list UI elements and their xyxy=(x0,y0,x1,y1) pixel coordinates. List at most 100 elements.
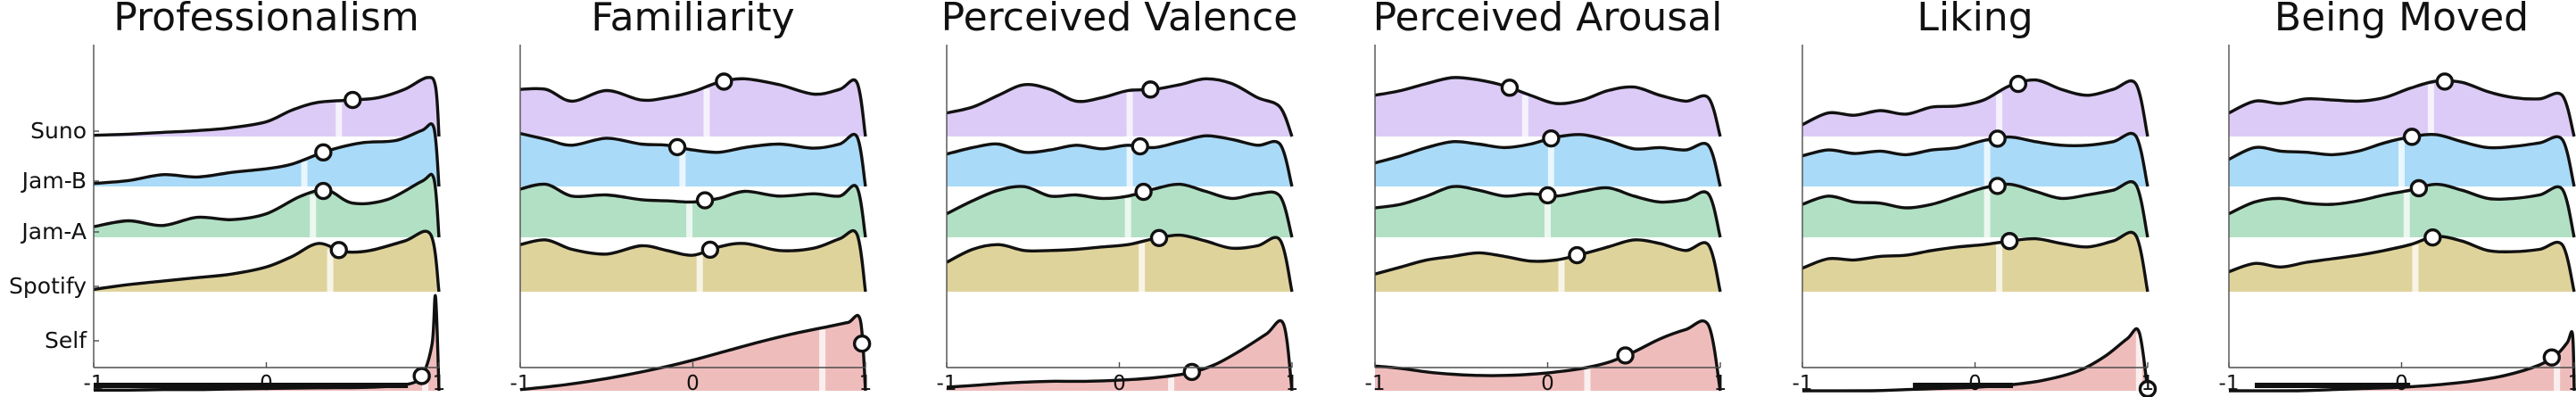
density-fill xyxy=(947,235,1292,292)
ridge-suno xyxy=(946,77,1294,137)
y-tick-label: Jam-B xyxy=(21,168,87,194)
x-tick-label: -1 xyxy=(937,372,957,395)
x-tick-label: -1 xyxy=(510,372,531,395)
density-outline xyxy=(1802,179,2149,238)
mean-marker xyxy=(2409,178,2429,198)
density-fill xyxy=(94,231,439,292)
ridge-suno xyxy=(93,76,441,137)
mean-marker xyxy=(695,191,715,210)
x-tick-label: 0 xyxy=(1113,372,1126,395)
mean-marker xyxy=(329,241,348,260)
mean-marker xyxy=(1988,129,2007,148)
density-fill xyxy=(94,77,439,136)
density-outline xyxy=(1802,78,2149,137)
ridge-jam-a xyxy=(93,172,441,238)
x-tick-label: 0 xyxy=(1968,372,1982,395)
ridge-suno xyxy=(2228,72,2576,137)
ridge-self xyxy=(519,313,872,392)
x-tick-label: -1 xyxy=(2219,372,2240,395)
mean-marker xyxy=(715,72,733,91)
mean-marker xyxy=(2542,348,2562,367)
ridge-jam-a xyxy=(946,182,1294,238)
ridge-self xyxy=(2228,330,2576,393)
density-fill xyxy=(947,79,1292,136)
x-tick-label: 0 xyxy=(2395,372,2408,395)
mean-marker xyxy=(314,143,333,162)
ridge-spotify xyxy=(1374,238,1722,293)
ridge-jam-a xyxy=(2228,178,2576,238)
ridge-self xyxy=(1374,319,1722,392)
ridge-spotify xyxy=(519,228,867,293)
y-tick-label: Self xyxy=(45,327,87,353)
density-fill xyxy=(1802,232,2148,292)
density-outline xyxy=(1802,230,2149,293)
density-outline xyxy=(946,134,1294,187)
ridge-jam-b xyxy=(93,122,441,187)
density-fill xyxy=(1375,320,1720,391)
mean-marker xyxy=(344,90,362,110)
density-outline xyxy=(2228,79,2576,137)
ridge-jam-b xyxy=(946,134,1294,187)
mean-marker xyxy=(1542,128,1561,148)
density-fill xyxy=(520,230,866,292)
density-fill xyxy=(1375,134,1720,186)
density-fill xyxy=(947,136,1292,186)
ridge-suno xyxy=(1374,76,1722,137)
density-outline xyxy=(1802,327,2149,393)
mean-marker xyxy=(1988,177,2007,195)
x-tick-label: 0 xyxy=(686,372,700,395)
x-tick-label: -1 xyxy=(84,372,104,395)
density-outline xyxy=(946,182,1294,238)
density-outline xyxy=(1374,319,1722,392)
mean-marker xyxy=(2435,72,2455,91)
density-outline xyxy=(946,77,1294,137)
density-fill xyxy=(1375,77,1720,136)
mean-marker xyxy=(1500,79,1520,97)
ridge-self xyxy=(946,318,1294,392)
mean-marker xyxy=(2009,74,2028,94)
density-outline xyxy=(93,122,441,187)
density-fill xyxy=(1802,328,2148,392)
y-tick-label: Suno xyxy=(30,118,87,144)
density-fill xyxy=(94,123,439,186)
ridge-jam-a xyxy=(1374,185,1722,238)
panel-title: Liking xyxy=(1917,0,2033,40)
density-outline xyxy=(519,313,867,392)
mean-marker xyxy=(412,367,431,385)
ridge-suno xyxy=(1802,74,2149,137)
density-fill xyxy=(947,320,1292,391)
x-tick-label: 1 xyxy=(2568,372,2576,395)
x-tick-label: 1 xyxy=(2141,372,2155,395)
panel-title: Perceived Valence xyxy=(941,0,1298,40)
ridge-suno xyxy=(519,72,867,137)
density-outline xyxy=(519,131,867,187)
mean-marker xyxy=(2402,128,2422,146)
panel-professionalism: Professionalism -1 0 1 Suno Jam-B Jam-A Spotify… xyxy=(9,0,445,395)
density-outline xyxy=(519,77,867,137)
ridge-self xyxy=(93,294,441,393)
y-tick-label: Spotify xyxy=(9,273,87,299)
density-fill xyxy=(2229,80,2574,136)
density-fill xyxy=(520,184,866,237)
density-outline xyxy=(946,233,1294,293)
panel-title: Familiarity xyxy=(591,0,794,40)
density-outline xyxy=(93,172,441,238)
panel-perceived-valence: Perceived Valence -1 0 1 xyxy=(937,0,1299,395)
ridge-jam-b xyxy=(1802,129,2149,187)
x-tick-label: 1 xyxy=(1714,372,1727,395)
ridge-spotify xyxy=(946,228,1294,293)
mean-marker xyxy=(1568,245,1586,265)
density-outline xyxy=(93,229,441,293)
density-outline xyxy=(1374,238,1722,293)
ridge-self xyxy=(1802,327,2158,397)
ridge-jam-a xyxy=(1802,177,2149,238)
density-outline xyxy=(2228,235,2576,293)
mean-marker xyxy=(852,335,872,353)
panel-liking: Liking -1 0 1 xyxy=(1793,0,2158,397)
x-tick-label: 0 xyxy=(260,372,273,395)
x-tick-label: -1 xyxy=(1793,372,1813,395)
mean-marker xyxy=(1538,186,1557,205)
ridge-jam-b xyxy=(1374,128,1722,187)
density-outline xyxy=(946,318,1294,392)
